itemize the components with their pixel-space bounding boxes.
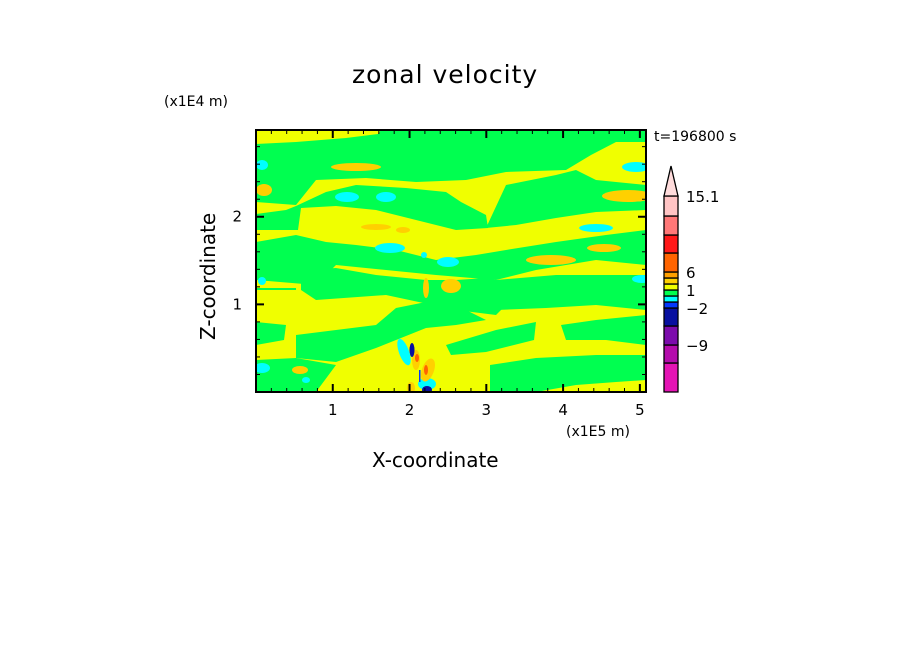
x-tick-label: 1	[328, 401, 338, 419]
chart-title: zonal velocity	[352, 60, 539, 89]
colorbar-level	[663, 277, 679, 285]
colorbar-level	[663, 234, 679, 254]
colorbar-level	[663, 307, 679, 327]
colorbar-level	[663, 295, 679, 303]
colorbar-extend-arrow	[663, 165, 679, 197]
colorbar-level	[663, 301, 679, 309]
x-axis-unit: (x1E5 m)	[566, 424, 630, 440]
x-tick-label: 4	[558, 401, 568, 419]
colorbar-label: 15.1	[686, 188, 719, 206]
x-axis-label: X-coordinate	[372, 448, 499, 472]
x-ticks: 1 2 3 4 5	[270, 130, 645, 419]
colorbar-level	[663, 195, 679, 217]
plot-frame	[255, 129, 647, 393]
colorbar: 15.1 61−2 −9	[663, 165, 719, 393]
y-tick-label: 2	[232, 208, 242, 226]
colorbar-level	[663, 215, 679, 236]
x-tick-label: 3	[482, 401, 492, 419]
contour-field	[255, 129, 647, 393]
colorbar-level	[663, 362, 679, 393]
colorbar-level	[663, 283, 679, 291]
green-bands	[256, 130, 646, 392]
x-tick-label: 2	[405, 401, 415, 419]
x-tick-label: 5	[635, 401, 645, 419]
colorbar-level	[663, 271, 679, 279]
colorbar-label: 6	[686, 264, 696, 282]
y-ticks: 12	[232, 146, 646, 375]
y-axis-unit: (x1E4 m)	[164, 94, 228, 110]
colorbar-label: −2	[686, 300, 708, 318]
colorbar-level	[663, 344, 679, 364]
y-tick-label: 1	[232, 295, 242, 313]
colorbar-level	[663, 252, 679, 273]
colorbar-level	[663, 289, 679, 297]
colorbar-label: −9	[686, 337, 708, 355]
colorbar-label: 1	[686, 282, 696, 300]
colorbar-level	[663, 325, 679, 346]
time-label: t=196800 s	[654, 129, 737, 145]
cyan-regions	[256, 160, 646, 390]
